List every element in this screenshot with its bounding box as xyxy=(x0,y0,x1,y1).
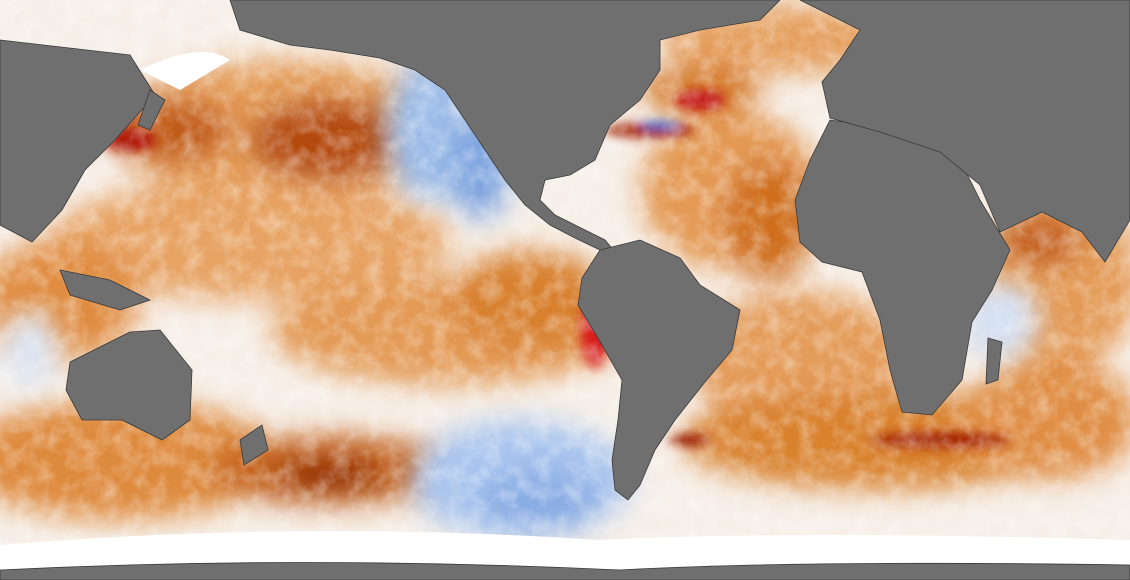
land xyxy=(0,0,1130,580)
anomaly-map xyxy=(0,0,1130,580)
page xyxy=(0,0,1130,580)
